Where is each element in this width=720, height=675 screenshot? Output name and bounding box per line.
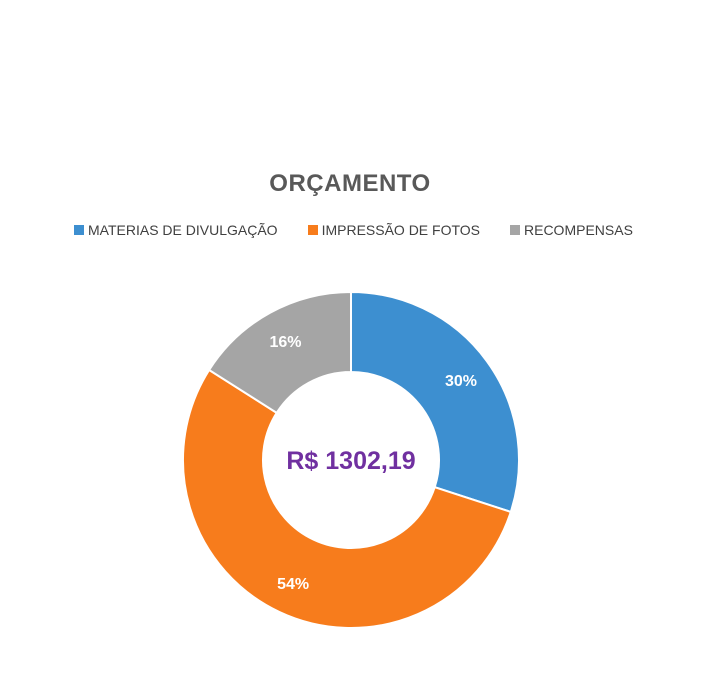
chart-title: ORÇAMENTO	[269, 170, 431, 197]
legend-item-recompensas: RECOMPENSAS	[510, 222, 633, 238]
legend-label-recompensas: RECOMPENSAS	[524, 222, 633, 238]
legend: MATERIAS DE DIVULGAÇÃO IMPRESSÃO DE FOTO…	[74, 222, 633, 238]
slice-label-recompensas: 16%	[269, 334, 301, 351]
legend-swatch-materias	[74, 225, 84, 235]
legend-item-impressao: IMPRESSÃO DE FOTOS	[307, 222, 480, 238]
slice-label-materias: 30%	[445, 373, 477, 390]
slice-materias	[350, 290, 520, 514]
slice-label-impressao: 54%	[277, 576, 309, 593]
slice-recompensas	[207, 290, 352, 415]
center-total-label: R$ 1302,19	[286, 447, 415, 475]
legend-item-materias: MATERIAS DE DIVULGAÇÃO	[74, 222, 278, 238]
slice-impressao	[182, 368, 513, 629]
legend-swatch-impressao	[307, 225, 318, 235]
legend-label-impressao: IMPRESSÃO DE FOTOS	[321, 222, 480, 238]
legend-swatch-recompensas	[510, 225, 520, 235]
legend-label-materias: MATERIAS DE DIVULGAÇÃO	[88, 222, 278, 238]
